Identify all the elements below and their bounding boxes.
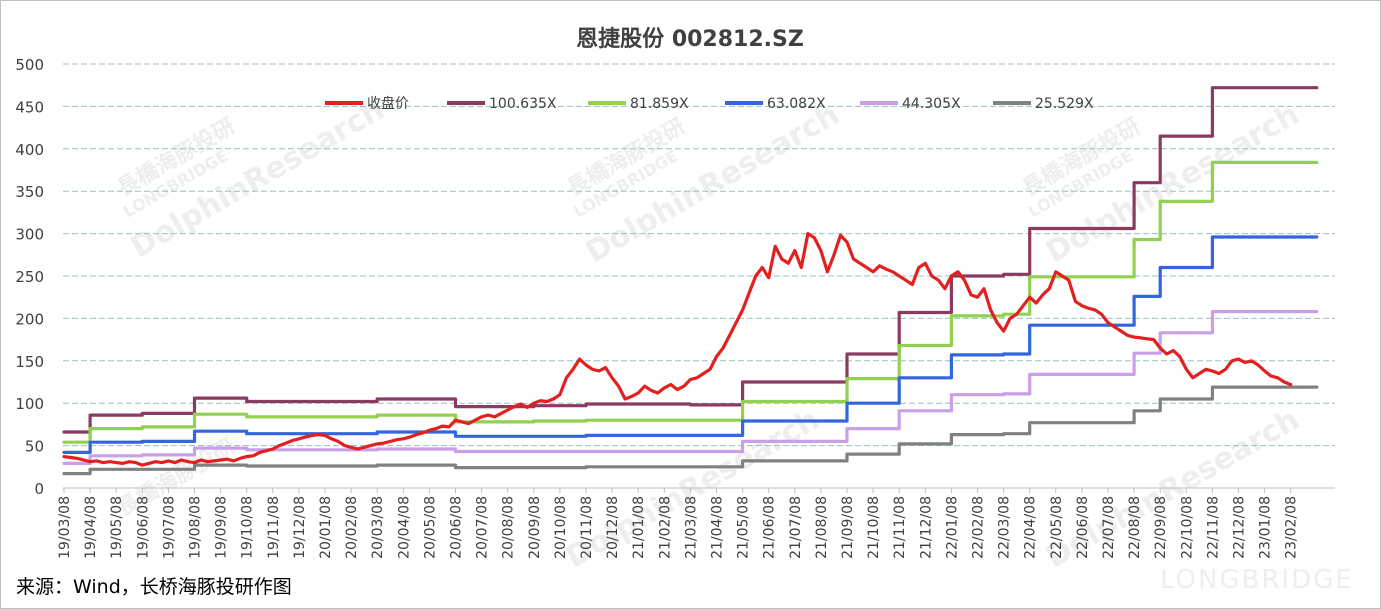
x-tick-label: 22/12/08 — [1232, 496, 1248, 559]
series-lines — [62, 86, 1319, 476]
x-tick-label: 20/04/08 — [396, 496, 412, 559]
x-tick-label: 20/02/08 — [344, 496, 360, 559]
x-tick-label: 20/09/08 — [527, 496, 543, 559]
y-tick-label: 150 — [15, 353, 44, 371]
x-tick-label: 22/02/08 — [971, 496, 987, 559]
x-tick-label: 20/08/08 — [501, 496, 517, 559]
x-tick-label: 21/05/08 — [736, 496, 752, 559]
x-tick-label: 22/01/08 — [944, 496, 960, 559]
x-tick-label: 22/06/08 — [1075, 496, 1091, 559]
gridlines — [63, 63, 1335, 447]
legend: 收盘价 100.635X 81.859X 63.082X 44.305X 25.529X — [325, 95, 1094, 112]
x-axis: 19/03/08 19/04/08 19/05/08 19/06/08 19/07/08… — [57, 487, 1335, 559]
legend-label: 63.082X — [767, 96, 826, 112]
x-tick-label: 19/04/08 — [83, 496, 99, 559]
x-tick-label: 21/06/08 — [762, 496, 778, 559]
series-line-- — [62, 232, 1293, 467]
x-tick-label: 22/09/08 — [1153, 496, 1169, 559]
y-tick-label: 400 — [15, 141, 44, 159]
x-tick-label: 21/02/08 — [657, 496, 673, 559]
x-tick-label: 19/09/08 — [214, 496, 230, 559]
x-tick-label: 23/01/08 — [1258, 496, 1274, 559]
x-tick-label: 23/02/08 — [1284, 496, 1300, 559]
x-tick-label: 22/08/08 — [1127, 496, 1143, 559]
x-tick-label: 21/09/08 — [840, 496, 856, 559]
x-tick-label: 19/12/08 — [292, 496, 308, 559]
x-tick-label: 19/06/08 — [135, 496, 151, 559]
x-tick-label: 21/04/08 — [710, 496, 726, 559]
y-tick-label: 450 — [15, 98, 44, 116]
series-line-25-529X — [62, 385, 1319, 476]
x-tick-label: 21/01/08 — [631, 496, 647, 559]
x-tick-label: 21/11/08 — [892, 496, 908, 559]
y-tick-label: 0 — [34, 480, 44, 498]
x-tick-label: 19/07/08 — [161, 496, 177, 559]
y-axis: 0 50 100 150 200 250 300 350 400 450 500 — [15, 56, 44, 498]
y-tick-label: 300 — [15, 226, 44, 244]
legend-label: 44.305X — [902, 96, 961, 112]
x-tick-label: 19/10/08 — [240, 496, 256, 559]
x-tick-label: 19/05/08 — [109, 496, 125, 559]
x-tick-label: 20/12/08 — [605, 496, 621, 559]
y-tick-label: 500 — [15, 56, 44, 74]
y-tick-label: 50 — [25, 438, 44, 456]
chart-title: 恩捷股份 002812.SZ — [576, 27, 804, 52]
series-line-63-082X — [62, 235, 1319, 454]
x-tick-label: 19/11/08 — [266, 496, 282, 559]
series-line-100-635X — [62, 86, 1319, 434]
legend-label: 81.859X — [630, 96, 689, 112]
legend-label: 100.635X — [489, 96, 557, 112]
x-tick-label: 20/11/08 — [579, 496, 595, 559]
y-tick-label: 250 — [15, 268, 44, 286]
x-tick-label: 21/08/08 — [814, 496, 830, 559]
source-note: 来源：Wind，长桥海豚投研作图 — [16, 576, 292, 598]
x-tick-label: 21/07/08 — [788, 496, 804, 559]
x-tick-label: 22/03/08 — [997, 496, 1013, 559]
series-line-44-305X — [62, 310, 1319, 465]
x-tick-label: 22/11/08 — [1205, 496, 1221, 559]
x-tick-label: 22/05/08 — [1049, 496, 1065, 559]
y-tick-label: 100 — [15, 395, 44, 413]
x-tick-label: 20/01/08 — [318, 496, 334, 559]
x-tick-label: 21/03/08 — [683, 496, 699, 559]
x-tick-label: 22/07/08 — [1101, 496, 1117, 559]
x-tick-label: 20/06/08 — [449, 496, 465, 559]
y-tick-label: 350 — [15, 183, 44, 201]
legend-label: 25.529X — [1035, 96, 1094, 112]
x-tick-label: 19/08/08 — [188, 496, 204, 559]
x-tick-label: 21/12/08 — [918, 496, 934, 559]
x-tick-label: 20/07/08 — [475, 496, 491, 559]
legend-label: 收盘价 — [367, 95, 409, 112]
x-tick-label: 20/10/08 — [553, 496, 569, 559]
x-tick-label: 22/10/08 — [1179, 496, 1195, 559]
x-tick-label: 19/03/08 — [57, 496, 73, 559]
x-tick-label: 22/04/08 — [1023, 496, 1039, 559]
y-tick-label: 200 — [15, 310, 44, 328]
x-tick-label: 20/05/08 — [422, 496, 438, 559]
x-tick-label: 20/03/08 — [370, 496, 386, 559]
x-tick-label: 21/10/08 — [866, 496, 882, 559]
